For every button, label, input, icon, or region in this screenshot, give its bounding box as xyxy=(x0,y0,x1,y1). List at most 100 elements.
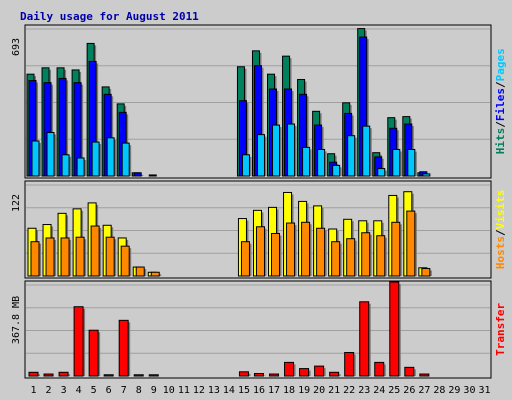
hosts-bar-face xyxy=(60,237,70,277)
pages-bar xyxy=(362,125,372,177)
hosts-bar xyxy=(240,241,252,277)
hosts-bar-face xyxy=(301,221,311,277)
day-label: 12 xyxy=(193,385,205,396)
hosts-bar-face xyxy=(255,226,265,277)
hosts-bar-face xyxy=(240,241,250,277)
transfer-bar-face xyxy=(73,306,84,377)
transfer-bar xyxy=(28,371,40,377)
hosts-bar xyxy=(75,236,87,277)
hosts-bar-face xyxy=(105,236,115,277)
day-label: 3 xyxy=(61,385,67,396)
day-label: 18 xyxy=(283,385,295,396)
day-label: 1 xyxy=(31,385,37,396)
hosts-bar-face xyxy=(286,222,296,277)
transfer-bar xyxy=(133,374,144,377)
pages-bar xyxy=(317,148,327,177)
transfer-bar-face xyxy=(419,373,430,377)
pages-bar xyxy=(241,154,252,177)
transfer-bar xyxy=(344,351,356,377)
hosts-bar-face xyxy=(271,232,281,277)
panel-visitors: 122 Hosts/Visits xyxy=(11,180,507,279)
pages-bar-face xyxy=(377,168,386,177)
y-max-label: 693 xyxy=(11,38,22,56)
transfer-bar xyxy=(359,301,371,377)
files-bar-face xyxy=(148,174,157,177)
transfer-bar-face xyxy=(269,373,280,377)
hosts-bar-face xyxy=(406,210,416,277)
hosts-bar xyxy=(391,221,402,277)
panel-transfer: 367.8 MB Transfer xyxy=(11,280,507,379)
hosts-bar-face xyxy=(30,241,40,277)
legend-part: / xyxy=(494,81,507,88)
hosts-bar xyxy=(271,232,282,277)
pages-bar-face xyxy=(46,132,55,177)
hosts-bar xyxy=(105,236,117,277)
hosts-bar-face xyxy=(316,227,326,277)
legend-part: Transfer xyxy=(494,303,507,356)
transfer-bar-face xyxy=(329,371,340,377)
hosts-bar xyxy=(150,271,162,277)
pages-bar-face xyxy=(422,173,431,177)
files-bar-face xyxy=(133,172,142,177)
transfer-bar xyxy=(148,374,159,377)
series-legend-label: Hosts/Visits xyxy=(494,190,507,270)
transfer-bar xyxy=(419,373,430,377)
transfer-bar-face xyxy=(344,351,355,377)
pages-bar xyxy=(61,154,72,177)
day-label: 22 xyxy=(343,385,355,396)
legend-part: Visits xyxy=(494,190,507,230)
pages-bar xyxy=(46,132,57,177)
transfer-bar-face xyxy=(58,371,69,377)
hosts-bar xyxy=(421,268,432,277)
pages-bar xyxy=(287,123,297,177)
day-label: 5 xyxy=(91,385,97,396)
transfer-bar-face xyxy=(28,371,39,377)
hosts-bar xyxy=(286,222,297,277)
pages-bar xyxy=(121,142,132,177)
pages-bar xyxy=(422,173,432,177)
transfer-bar-face xyxy=(253,373,264,377)
day-label: 16 xyxy=(253,385,265,396)
day-label: 29 xyxy=(448,385,460,396)
y-max-label: 367.8 MB xyxy=(11,296,22,344)
day-label: 23 xyxy=(358,385,370,396)
pages-bar xyxy=(302,146,312,177)
pages-bar-face xyxy=(76,157,85,177)
day-label: 26 xyxy=(403,385,415,396)
hosts-bar xyxy=(406,210,417,277)
transfer-bar-face xyxy=(118,319,129,377)
transfer-bar-face xyxy=(88,329,99,377)
transfer-bar xyxy=(103,374,114,377)
day-label: 7 xyxy=(121,385,127,396)
hosts-bar-face xyxy=(376,235,386,277)
hosts-bar-face xyxy=(75,236,85,277)
pages-bar xyxy=(31,140,41,177)
day-label: 17 xyxy=(268,385,280,396)
day-label: 24 xyxy=(373,385,385,396)
legend-part: Hosts xyxy=(494,236,507,269)
day-label: 9 xyxy=(151,385,157,396)
pages-bar xyxy=(106,137,117,177)
transfer-bar-face xyxy=(314,365,325,377)
legend-part: Hits xyxy=(494,128,507,155)
chart-title: Daily usage for August 2011 xyxy=(20,10,199,23)
pages-bar xyxy=(407,148,417,177)
transfer-bar xyxy=(238,371,251,377)
pages-bar-face xyxy=(347,135,356,177)
pages-bar xyxy=(91,141,102,177)
day-label: 14 xyxy=(223,385,235,396)
day-label: 13 xyxy=(208,385,220,396)
transfer-bar xyxy=(284,361,296,377)
transfer-bar-face xyxy=(374,361,385,377)
day-label: 6 xyxy=(106,385,112,396)
pages-bar xyxy=(392,148,402,177)
chart-panels: 693Hits/Files/Pages122Hosts/Visits367.8 … xyxy=(11,24,507,379)
transfer-bar xyxy=(43,373,54,377)
transfer-bar-face xyxy=(103,374,114,377)
hosts-bar xyxy=(135,266,147,277)
transfer-bar-face xyxy=(148,374,159,377)
hosts-bar-face xyxy=(346,238,356,277)
pages-bar-face xyxy=(392,148,401,177)
pages-bar xyxy=(272,124,282,177)
